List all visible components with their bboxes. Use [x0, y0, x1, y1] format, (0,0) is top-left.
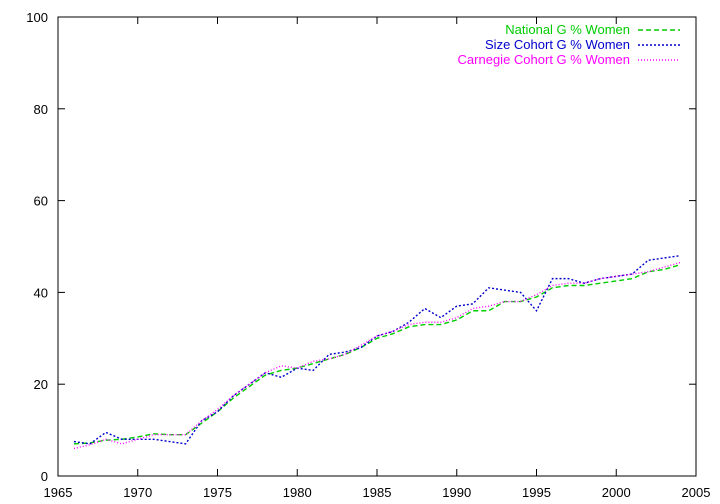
series-line-3 — [73, 261, 681, 450]
x-tick-label: 1975 — [203, 485, 232, 500]
x-tick-label: 1995 — [522, 485, 551, 500]
legend-label: Size Cohort G % Women — [485, 37, 630, 52]
plot-frame — [57, 16, 697, 477]
x-tick-label: 2005 — [682, 485, 711, 500]
series-line-1 — [73, 264, 681, 445]
y-tick-label: 100 — [26, 10, 48, 25]
x-tick-label: 2000 — [602, 485, 631, 500]
axis-ticks: 1965 1970 1975 1980 1985 1990 1995 2000 2005 0 20 4… — [26, 10, 710, 500]
series-lines — [73, 254, 681, 450]
y-tick-label: 80 — [34, 102, 48, 117]
y-tick-label: 40 — [34, 285, 48, 300]
y-tick-label: 60 — [34, 194, 48, 209]
x-tick-label: 1965 — [44, 485, 73, 500]
x-tick-label: 1980 — [283, 485, 312, 500]
x-tick-label: 1985 — [363, 485, 392, 500]
y-tick-label: 0 — [41, 469, 48, 484]
x-tick-label: 1970 — [123, 485, 152, 500]
series-line-2 — [73, 254, 681, 445]
legend-label: National G % Women — [505, 22, 630, 37]
y-tick-label: 20 — [34, 377, 48, 392]
legend-label: Carnegie Cohort G % Women — [458, 52, 630, 67]
x-tick-label: 1990 — [442, 485, 471, 500]
